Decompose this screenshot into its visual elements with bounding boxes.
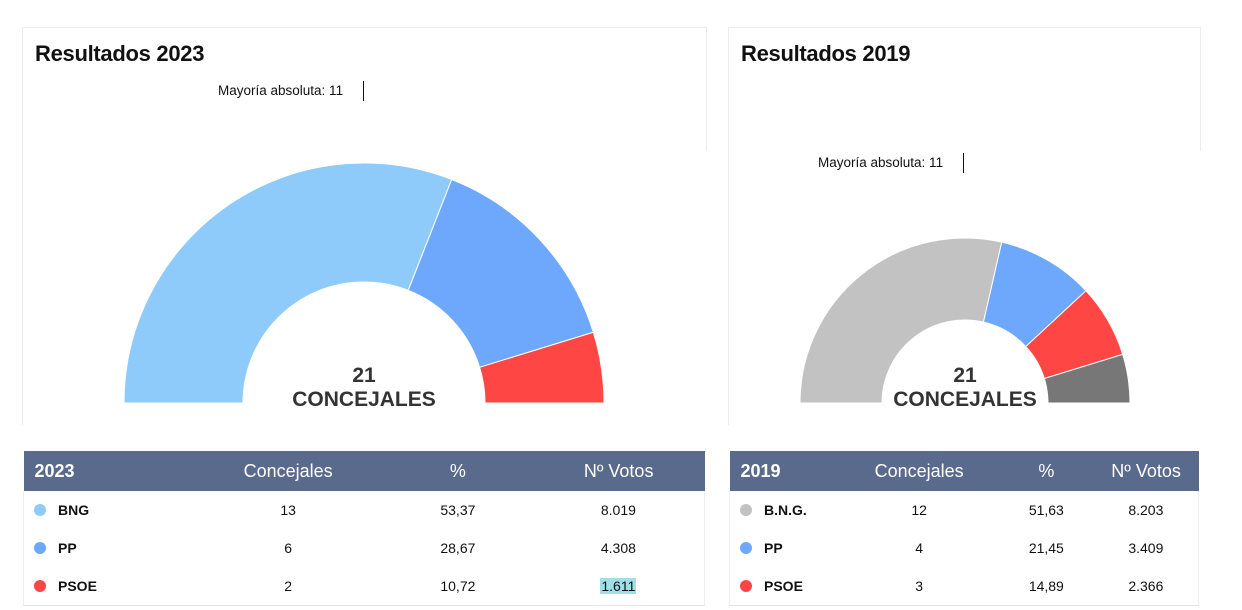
party-color-dot: [34, 542, 46, 554]
table-row: PP 4 21,45 3.409: [730, 529, 1199, 567]
percent-value: 53,37: [440, 502, 476, 518]
seats-value: 6: [284, 540, 293, 556]
party-name: BNG: [58, 502, 90, 518]
party-color-dot: [34, 504, 46, 516]
percent-value: 21,45: [1028, 540, 1064, 556]
seats-value: 13: [280, 502, 296, 518]
seat-segment-otros: [1043, 353, 1131, 404]
seat-segment-psoe: [478, 331, 605, 404]
header-seats: Concejales: [193, 451, 384, 491]
center-seats-number-2019: 21: [953, 364, 977, 387]
results-table-2023: 2023 Concejales % Nº Votos BNG 13 53,37 …: [23, 451, 705, 606]
header-votes: Nº Votos: [532, 451, 705, 491]
header-year: 2019: [729, 451, 840, 491]
majority-tick-2019: [963, 153, 964, 173]
center-seats-label-2019: CONCEJALES: [893, 388, 1037, 411]
percent-value: 28,67: [440, 540, 476, 556]
party-name: PSOE: [764, 578, 803, 594]
votes-value: 2.366: [1128, 578, 1164, 594]
header-seats: Concejales: [839, 451, 999, 491]
seats-value: 4: [915, 540, 924, 556]
panel-title-2019: Resultados 2019: [741, 41, 911, 66]
header-year: 2023: [23, 451, 194, 491]
votes-value: 4.308: [600, 540, 636, 556]
seats-value: 3: [915, 578, 924, 594]
votes-value-highlighted: 1.611: [600, 578, 637, 594]
party-name: B.N.G.: [764, 502, 807, 518]
party-name: PP: [58, 540, 77, 556]
table-header-row: 2019 Concejales % Nº Votos: [729, 451, 1199, 491]
party-name: PSOE: [58, 578, 97, 594]
percent-value: 10,72: [440, 578, 476, 594]
results-table-2019: 2019 Concejales % Nº Votos B.N.G. 12 51,…: [729, 451, 1199, 606]
header-percent: %: [383, 451, 533, 491]
center-seats-label-2023: CONCEJALES: [292, 388, 436, 411]
votes-value: 3.409: [1128, 540, 1164, 556]
center-seats-number-2023: 21: [352, 364, 376, 387]
header-percent: %: [998, 451, 1094, 491]
table-row: PSOE 2 10,72 1.611: [24, 567, 705, 606]
votes-value: 8.019: [600, 502, 636, 518]
panel-title-2023: Resultados 2023: [35, 41, 205, 66]
party-name: PP: [764, 540, 783, 556]
party-color-dot: [740, 580, 752, 592]
party-color-dot: [740, 542, 752, 554]
party-color-dot: [740, 504, 752, 516]
seat-segment-pp: [407, 178, 594, 368]
seats-value: 2: [284, 578, 293, 594]
seat-chart-2019: [799, 237, 1131, 404]
percent-value: 51,63: [1028, 502, 1064, 518]
card-2023-border: [22, 27, 707, 151]
card-2023-left-border: [22, 150, 23, 425]
seat-segment-bng: [799, 237, 1003, 404]
card-2019-left-border: [728, 150, 729, 425]
table-header-row: 2023 Concejales % Nº Votos: [23, 451, 705, 491]
card-2019-border: [728, 27, 1201, 151]
table-row: PSOE 3 14,89 2.366: [730, 567, 1199, 606]
majority-label-2023: Mayoría absoluta: 11: [218, 83, 344, 98]
majority-tick-2023: [363, 81, 364, 101]
party-color-dot: [34, 580, 46, 592]
table-row: B.N.G. 12 51,63 8.203: [730, 491, 1199, 529]
table-row: PP 6 28,67 4.308: [24, 529, 705, 567]
seat-chart-2023: [123, 162, 605, 404]
seat-segment-bng: [123, 162, 453, 404]
majority-label-2019: Mayoría absoluta: 11: [818, 155, 944, 170]
percent-value: 14,89: [1028, 578, 1064, 594]
votes-value: 8.203: [1128, 502, 1164, 518]
seats-value: 12: [911, 502, 927, 518]
table-row: BNG 13 53,37 8.019: [24, 491, 705, 529]
header-votes: Nº Votos: [1093, 451, 1199, 491]
